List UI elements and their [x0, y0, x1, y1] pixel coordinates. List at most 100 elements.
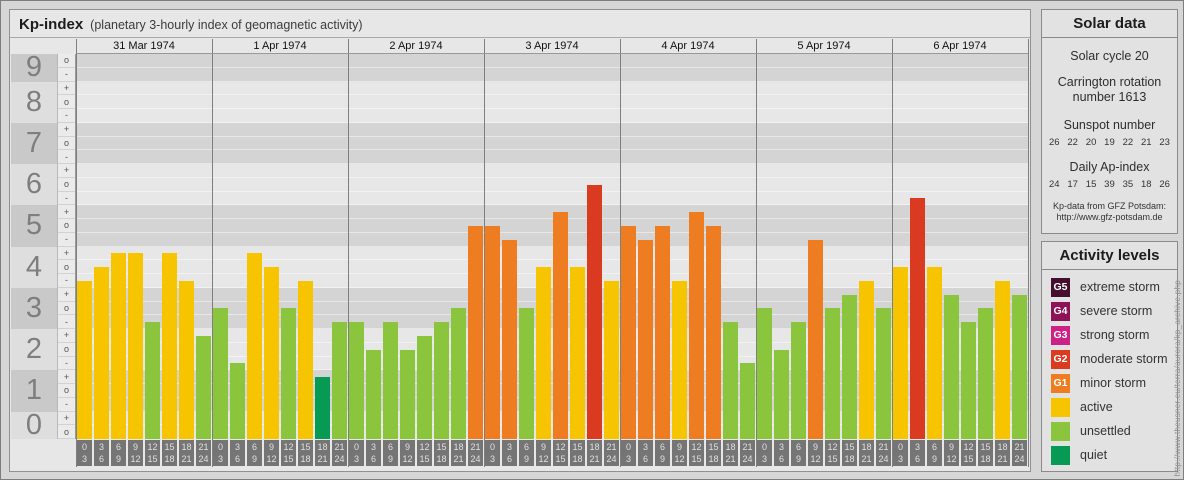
hour-start: 15: [572, 442, 583, 452]
kp-bar: [451, 308, 466, 439]
hour-end: 6: [370, 454, 376, 464]
hour-start: 9: [676, 442, 682, 452]
hour-interval-label: 12 15: [281, 440, 296, 466]
kp-bar: [927, 267, 942, 439]
kp-bar: [655, 225, 670, 439]
hour-start: 18: [317, 442, 328, 452]
kp-bar: [468, 225, 483, 439]
kp-bar: [1012, 294, 1027, 439]
date-header-cell: 5 Apr 1974: [756, 39, 892, 54]
hour-start: 6: [931, 442, 937, 452]
hour-end: 18: [980, 454, 991, 464]
hour-interval-label: 9 12: [400, 440, 415, 466]
hour-start: 15: [300, 442, 311, 452]
grid-band-row: [76, 342, 1029, 357]
hour-end: 24: [198, 454, 209, 464]
legend-color-chip: [1051, 421, 1070, 441]
hour-start: 9: [948, 442, 954, 452]
legend-item-extreme-storm: G5 extreme storm: [1042, 275, 1177, 299]
hour-labels-row: 0 3 3 6 6 9 9 12 12 15 15 18 18 21 21 24: [76, 439, 212, 467]
sunspot-number-values: 26 22 20 19 22 21 23: [1042, 133, 1177, 148]
hour-slot: 12 15: [552, 439, 569, 467]
kp-bar: [94, 267, 109, 439]
hour-end: 3: [761, 454, 767, 464]
legend-item-strong-storm: G3 strong storm: [1042, 323, 1177, 347]
watermark-url: http://www.theusner.eu/terra/aurora/kp_a…: [1173, 279, 1182, 476]
sublevel-mark-o: o: [58, 95, 75, 109]
sublevel-mark-minus: -: [58, 68, 75, 82]
legend-color-chip: [1051, 397, 1070, 417]
hour-start: 0: [489, 442, 495, 452]
kp-bar: [162, 253, 177, 439]
hour-start: 21: [742, 442, 753, 452]
hour-end: 12: [946, 454, 957, 464]
grid-band-row: [76, 260, 1029, 274]
hour-start: 0: [217, 442, 223, 452]
kp-bar: [825, 308, 840, 439]
grid-band-row: [76, 315, 1029, 329]
y-axis-numeral-3: 3: [11, 287, 57, 329]
hour-start: 9: [812, 442, 818, 452]
kp-bar: [791, 322, 806, 439]
kp-bar: [638, 239, 653, 439]
hour-start: 0: [761, 442, 767, 452]
date-header-cell: 4 Apr 1974: [620, 39, 756, 54]
hour-interval-label: 18 21: [451, 440, 466, 466]
hour-labels-row: 0 3 3 6 6 9 9 12 12 15 15 18 18 21 21 24: [484, 439, 620, 467]
hour-slot: 21 24: [1011, 439, 1028, 467]
sublevel-mark-plus: +: [58, 412, 75, 426]
hour-start: 0: [897, 442, 903, 452]
ap-index-value: 35: [1122, 179, 1134, 190]
sunspot-value: 26: [1049, 137, 1060, 148]
sublevel-mark-plus: +: [58, 247, 75, 261]
hour-end: 21: [997, 454, 1008, 464]
kp-bar: [706, 225, 721, 439]
hour-end: 3: [217, 454, 223, 464]
day-bars-region: [212, 54, 348, 439]
sublevel-mark-plus: +: [58, 82, 75, 96]
sublevel-mark-plus: +: [58, 123, 75, 137]
hour-interval-label: 15 18: [162, 440, 177, 466]
hour-labels-row: 0 3 3 6 6 9 9 12 12 15 15 18 18 21 21 24: [212, 439, 348, 467]
grid-band-row: [76, 274, 1029, 288]
hour-slot: 12 15: [960, 439, 977, 467]
solar-cycle-text: Solar cycle 20: [1070, 49, 1149, 63]
sublevel-mark-o: o: [58, 425, 75, 439]
sublevel-mark-plus: +: [58, 205, 75, 219]
sunspot-value: 21: [1140, 137, 1152, 148]
hour-start: 15: [436, 442, 447, 452]
kp-chart-plot-area: 31 Mar 1974 0 3 3 6 6 9 9 12 12 15 15 18 18 21 21 24 1 Ap…: [76, 39, 1029, 467]
hour-slot: 15 18: [569, 439, 586, 467]
kp-bar: [264, 267, 279, 439]
y-axis-numeral-5: 5: [11, 205, 57, 247]
hour-end: 15: [827, 454, 838, 464]
kp-bar: [808, 239, 823, 439]
hour-end: 24: [1014, 454, 1025, 464]
hour-end: 6: [234, 454, 240, 464]
hour-interval-label: 12 15: [825, 440, 840, 466]
hour-end: 24: [334, 454, 345, 464]
hour-end: 6: [642, 454, 648, 464]
hour-end: 15: [283, 454, 294, 464]
hour-end: 24: [742, 454, 753, 464]
hour-interval-label: 15 18: [434, 440, 449, 466]
hour-slot: 15 18: [161, 439, 178, 467]
kp-bar: [978, 308, 993, 439]
hour-end: 12: [402, 454, 413, 464]
hour-end: 15: [555, 454, 566, 464]
solar-data-panel: Solar data Solar cycle 20 Carrington rot…: [1041, 9, 1178, 234]
hour-slot: 15 18: [977, 439, 994, 467]
hour-interval-label: 21 24: [604, 440, 619, 466]
carrington-rotation-text: Carrington rotation number 1613: [1057, 75, 1162, 104]
y-axis-numeral-1: 1: [11, 370, 57, 412]
legend-item-unsettled: unsettled: [1042, 419, 1177, 443]
sublevel-mark-minus: -: [58, 109, 75, 123]
hour-end: 18: [436, 454, 447, 464]
